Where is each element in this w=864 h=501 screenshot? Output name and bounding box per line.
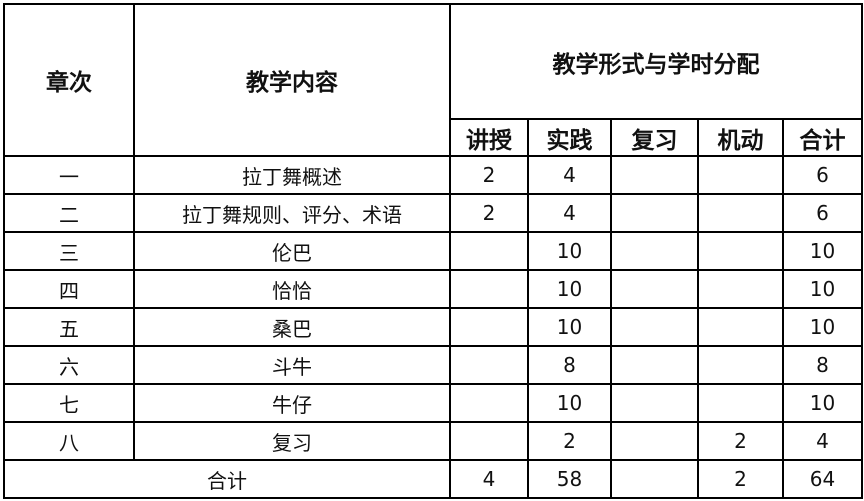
cell-review	[610, 421, 699, 461]
header-flex: 机动	[697, 118, 784, 157]
cell-practice: 10	[527, 269, 612, 309]
cell-practice: 8	[527, 345, 612, 385]
summary-row: 合计 4 58 2 64	[3, 459, 864, 499]
cell-review	[610, 269, 699, 309]
summary-label: 合计	[3, 459, 451, 499]
cell-total: 10	[781, 269, 864, 309]
summary-review	[610, 459, 699, 499]
cell-content: 桑巴	[133, 307, 451, 347]
summary-practice: 58	[527, 459, 612, 499]
summary-lecture: 4	[449, 459, 529, 499]
cell-content: 复习	[133, 421, 451, 461]
cell-chapter: 六	[3, 345, 135, 385]
cell-lecture: 2	[449, 155, 529, 195]
subheader-row: 讲授 实践 复习 机动 合计	[4, 118, 864, 157]
table-row: 六斗牛 8 8	[3, 345, 864, 385]
table-row: 八复习 2 2 4	[3, 421, 864, 461]
table-row: 五桑巴 10 10	[3, 307, 864, 347]
cell-content: 恰恰	[133, 269, 451, 309]
cell-flex	[697, 307, 784, 347]
cell-content: 斗牛	[133, 345, 451, 385]
table-row: 一拉丁舞概述 2 4 6	[3, 155, 864, 195]
cell-practice: 4	[527, 193, 612, 233]
summary-total: 64	[781, 459, 864, 499]
cell-total: 10	[781, 231, 864, 271]
cell-total: 6	[781, 155, 864, 195]
cell-flex	[697, 155, 784, 195]
cell-lecture	[449, 383, 529, 423]
header-form: 教学形式与学时分配	[448, 3, 864, 120]
header-content: 教学内容	[133, 3, 451, 157]
cell-total: 6	[781, 193, 864, 233]
cell-lecture	[449, 269, 529, 309]
schedule-table: 章次 教学内容 教学形式与学时分配 讲授 实践 复习 机动 合计 一拉丁舞概述 2…	[3, 3, 864, 499]
cell-flex	[697, 193, 784, 233]
cell-total: 8	[781, 345, 864, 385]
cell-chapter: 三	[3, 231, 135, 271]
cell-lecture	[449, 231, 529, 271]
header-chapter: 章次	[3, 3, 135, 157]
cell-lecture: 2	[449, 193, 529, 233]
cell-chapter: 四	[3, 269, 135, 309]
cell-review	[610, 307, 699, 347]
cell-chapter: 七	[3, 383, 135, 423]
cell-chapter: 一	[3, 155, 135, 195]
header-review: 复习	[610, 118, 699, 157]
cell-lecture	[449, 345, 529, 385]
cell-review	[610, 383, 699, 423]
cell-flex	[697, 269, 784, 309]
table-row: 二拉丁舞规则、评分、术语 2 4 6	[3, 193, 864, 233]
cell-practice: 10	[527, 307, 612, 347]
cell-chapter: 五	[3, 307, 135, 347]
cell-content: 拉丁舞规则、评分、术语	[133, 193, 451, 233]
cell-total: 4	[781, 421, 864, 461]
cell-practice: 2	[527, 421, 612, 461]
cell-review	[610, 193, 699, 233]
cell-total: 10	[781, 307, 864, 347]
header-practice: 实践	[527, 118, 612, 157]
cell-flex	[697, 383, 784, 423]
table-row: 七牛仔 10 10	[3, 383, 864, 423]
cell-review	[610, 231, 699, 271]
cell-chapter: 二	[3, 193, 135, 233]
table-row: 四恰恰 10 10	[3, 269, 864, 309]
cell-total: 10	[781, 383, 864, 423]
cell-content: 伦巴	[133, 231, 451, 271]
header-lecture: 讲授	[449, 118, 529, 157]
cell-content: 拉丁舞概述	[133, 155, 451, 195]
header-row: 章次 教学内容 教学形式与学时分配	[3, 3, 864, 157]
summary-flex: 2	[697, 459, 784, 499]
table-row: 三伦巴 10 10	[3, 231, 864, 271]
cell-practice: 10	[527, 383, 612, 423]
cell-flex	[697, 345, 784, 385]
cell-chapter: 八	[3, 421, 135, 461]
cell-lecture	[449, 307, 529, 347]
header-total: 合计	[781, 118, 864, 157]
cell-practice: 10	[527, 231, 612, 271]
cell-practice: 4	[527, 155, 612, 195]
cell-lecture	[449, 421, 529, 461]
cell-flex: 2	[697, 421, 784, 461]
cell-flex	[697, 231, 784, 271]
cell-review	[610, 155, 699, 195]
cell-review	[610, 345, 699, 385]
cell-content: 牛仔	[133, 383, 451, 423]
